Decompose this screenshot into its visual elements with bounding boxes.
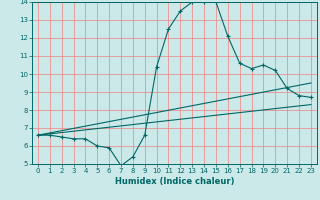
X-axis label: Humidex (Indice chaleur): Humidex (Indice chaleur) — [115, 177, 234, 186]
